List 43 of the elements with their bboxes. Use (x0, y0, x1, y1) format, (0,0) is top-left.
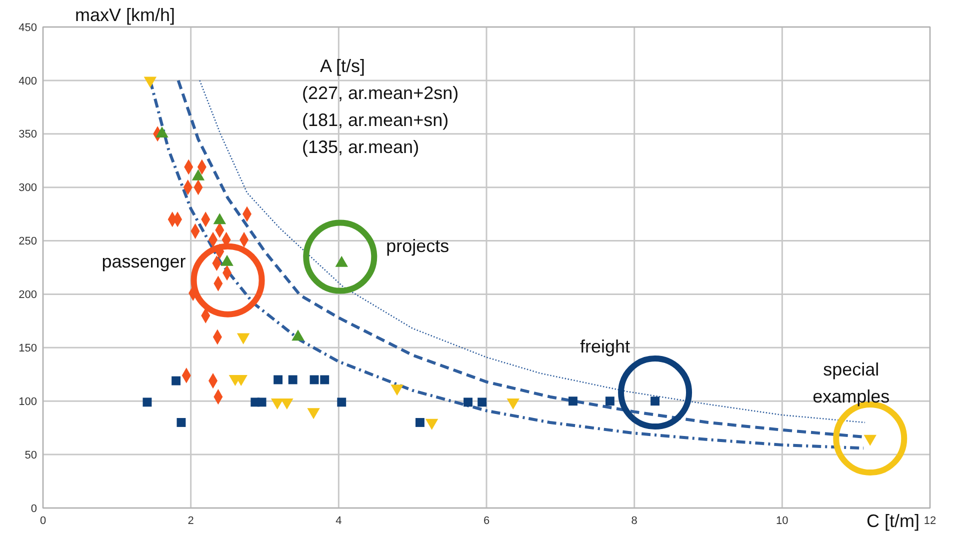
annotation: projects (386, 236, 450, 256)
y-tick-label: 100 (18, 396, 37, 408)
annotation: special examples (812, 360, 890, 407)
annotation: (135, ar.mean) (302, 137, 420, 157)
x-tick-label: 0 (40, 515, 46, 527)
y-tick-label: 450 (18, 22, 37, 34)
point (288, 375, 298, 384)
y-tick-label: 50 (24, 449, 37, 462)
x-tick-label: 10 (776, 515, 788, 527)
point (310, 375, 319, 384)
x-tick-label: 2 (188, 515, 194, 527)
x-tick-label: 6 (483, 515, 490, 527)
y-tick-label: 250 (18, 236, 37, 248)
point (337, 398, 346, 407)
point (274, 375, 283, 384)
point (605, 396, 614, 406)
y-tick-label: 0 (30, 502, 37, 515)
y-axis-title: maxV [km/h] (75, 5, 176, 25)
x-tick-label: 12 (924, 515, 936, 527)
y-tick-label: 150 (18, 342, 37, 355)
x-tick-label: 8 (631, 515, 638, 527)
y-tick-label: 200 (18, 289, 37, 302)
annotation: (227, ar.mean+2sn) (302, 83, 459, 103)
point (172, 376, 181, 386)
y-tick-label: 400 (18, 75, 37, 88)
point (464, 398, 472, 407)
y-tick-label: 300 (18, 182, 37, 194)
x-tick-label: 4 (336, 515, 342, 527)
point (176, 418, 186, 427)
point (257, 398, 266, 407)
annotation: passenger (102, 251, 186, 272)
point (650, 396, 660, 406)
point (478, 398, 487, 407)
x-axis-title: C [t/m] (866, 511, 920, 531)
point (320, 375, 330, 384)
point (568, 396, 578, 406)
annotation: freight (580, 336, 630, 357)
annotation: A [t/s] (320, 56, 366, 76)
point (416, 418, 424, 427)
point (156, 126, 168, 138)
y-tick-label: 350 (18, 128, 37, 141)
point (142, 398, 152, 407)
annotation: (181, ar.mean+sn) (302, 110, 449, 130)
